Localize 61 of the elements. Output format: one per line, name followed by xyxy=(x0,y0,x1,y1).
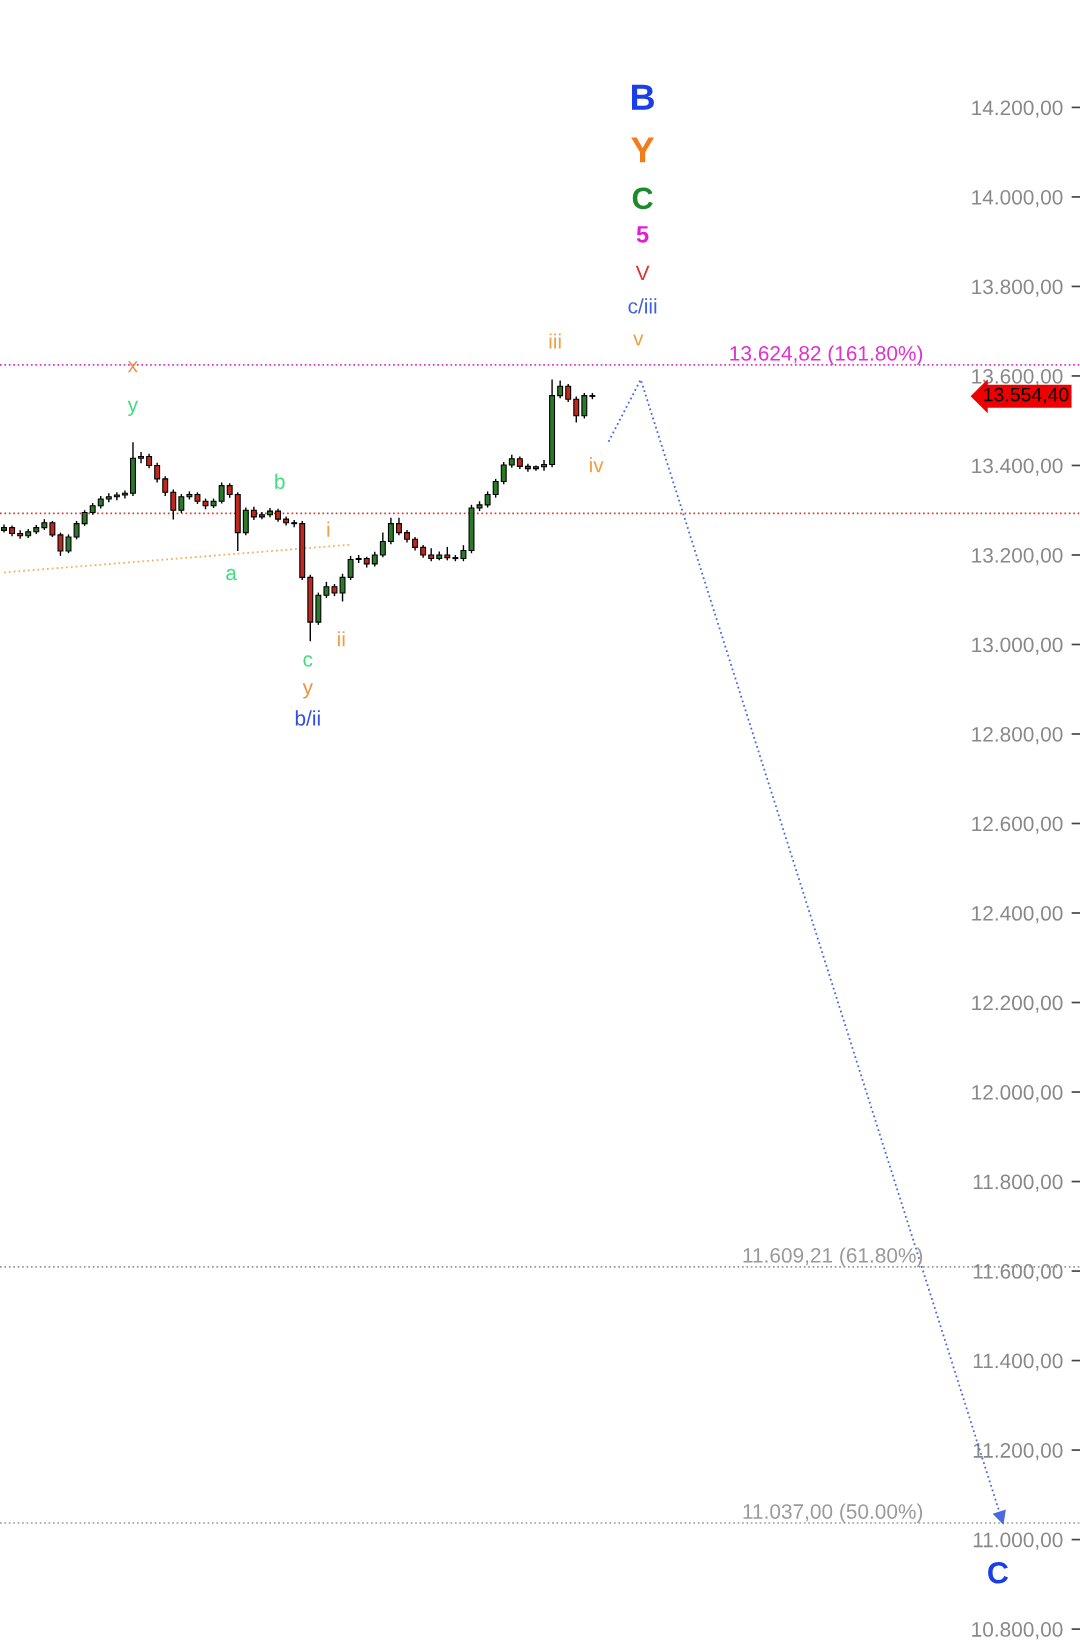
candlestick xyxy=(492,478,499,499)
candlestick xyxy=(17,529,24,540)
candlestick xyxy=(242,506,249,536)
candlestick xyxy=(154,462,161,484)
y-tick-label: 11.200,00 xyxy=(973,1443,1063,1461)
candlestick xyxy=(162,475,169,497)
annotation: C xyxy=(632,187,653,210)
annotation: iv xyxy=(590,457,604,473)
annotation: y xyxy=(302,683,313,699)
annotation: V xyxy=(635,265,650,281)
y-tick-label: 12.400,00 xyxy=(972,906,1063,924)
candlestick xyxy=(138,451,145,464)
y-tick-label: 13.400,00 xyxy=(972,458,1063,476)
annotation: 5 xyxy=(636,226,649,243)
candlestick xyxy=(500,461,507,485)
annotation: c/iii xyxy=(628,298,657,314)
y-tick-label: 14.000,00 xyxy=(972,189,1063,208)
candlestick xyxy=(524,462,531,473)
candlestick xyxy=(541,459,548,472)
annotation: y xyxy=(127,400,139,417)
annotation: 13.554,40 xyxy=(984,387,1069,404)
annotation: b/ii xyxy=(295,710,320,726)
candlestick xyxy=(387,517,394,545)
ref-line-label: 13.624,82 (161.80%) xyxy=(730,345,923,365)
ref-line-label: 11.609,21 (61.80%) xyxy=(743,1247,923,1267)
y-tick-label: 11.400,00 xyxy=(973,1353,1063,1371)
candlestick xyxy=(170,488,177,521)
annotation: v xyxy=(633,334,644,346)
y-tick-label: 13.800,00 xyxy=(972,279,1063,297)
annotation: B xyxy=(631,84,654,110)
y-tick-label: 13.000,00 xyxy=(972,637,1063,655)
candlestick xyxy=(178,493,185,514)
candlestick xyxy=(379,531,386,558)
annotation: a xyxy=(226,568,237,581)
candlestick xyxy=(218,481,225,505)
y-tick-label: 11.600,00 xyxy=(973,1264,1063,1282)
annotation: c xyxy=(303,655,313,667)
annotation: x xyxy=(127,361,138,373)
candlestick xyxy=(121,489,128,500)
y-tick-label: 12.000,00 xyxy=(972,1085,1063,1103)
annotation: ii xyxy=(338,631,345,647)
y-tick-label: 11.000,00 xyxy=(973,1532,1063,1550)
annotation: C xyxy=(988,1561,1009,1584)
y-tick-label: 13.600,00 xyxy=(972,368,1063,387)
y-tick-label: 10.800,00 xyxy=(972,1622,1063,1640)
y-tick-label: 12.200,00 xyxy=(972,995,1063,1013)
annotation: b xyxy=(275,473,285,489)
y-tick-label: 14.200,00 xyxy=(972,100,1063,118)
y-tick-label: 13.200,00 xyxy=(972,547,1063,566)
y-tick-label: 12.600,00 xyxy=(972,816,1063,834)
y-tick-label: 11.800,00 xyxy=(973,1174,1063,1192)
candlestick xyxy=(347,555,354,581)
y-tick-label: 12.800,00 xyxy=(972,726,1063,745)
ref-line-label: 11.037,00 (50.00%) xyxy=(743,1503,923,1524)
candlestick xyxy=(113,491,120,502)
annotation: Y xyxy=(631,137,655,163)
annotation: i xyxy=(327,521,330,537)
candlestick xyxy=(581,392,588,420)
candlestick xyxy=(291,519,298,528)
candlestick xyxy=(573,395,580,424)
annotation: iii xyxy=(549,333,561,349)
